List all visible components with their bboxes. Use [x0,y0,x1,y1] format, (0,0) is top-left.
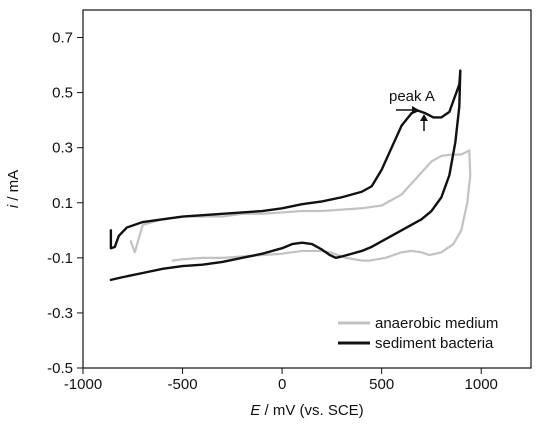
y-axis-symbol: i [5,204,22,208]
y-axis: -0.5 -0.3 -0.1 0.1 0.3 0.5 0.7 [47,30,83,377]
legend: anaerobic medium sediment bacteria [338,315,498,352]
x-tick-label: 1000 [465,376,498,393]
peak-arrowhead-horizontal [412,106,419,114]
legend-label-sediment-bacteria: sediment bacteria [375,335,494,352]
x-tick-label: 500 [369,376,394,393]
peak-a-label: peak A [389,88,435,105]
y-tick-label: -0.3 [47,305,73,322]
y-tick-label: -0.5 [47,360,73,377]
y-tick-label: 0.7 [52,30,73,47]
x-axis: -1000 -500 0 500 1000 [64,368,498,393]
peak-arrowhead-vertical [420,114,428,121]
plot-frame [82,9,532,369]
y-axis-title: i / mA [5,170,22,208]
y-tick-label: -0.1 [47,250,73,267]
y-tick-label: 0.1 [52,195,73,212]
y-tick-label: 0.5 [52,85,73,102]
y-tick-label: 0.3 [52,140,73,157]
x-tick-label: -500 [168,376,198,393]
series-group [109,69,472,282]
x-tick-label: 0 [278,376,286,393]
y-axis-unit: / mA [5,170,22,205]
x-tick-label: -1000 [64,376,102,393]
x-axis-symbol: E [250,402,261,419]
x-axis-title: E / mV (vs. SCE) [250,402,363,419]
series-line-sediment-bacteria [109,69,462,282]
peak-annotation: peak A [389,88,435,131]
x-axis-unit: / mV (vs. SCE) [260,402,363,419]
series-line-anaerobic-medium [129,149,472,262]
legend-label-anaerobic-medium: anaerobic medium [375,315,498,332]
